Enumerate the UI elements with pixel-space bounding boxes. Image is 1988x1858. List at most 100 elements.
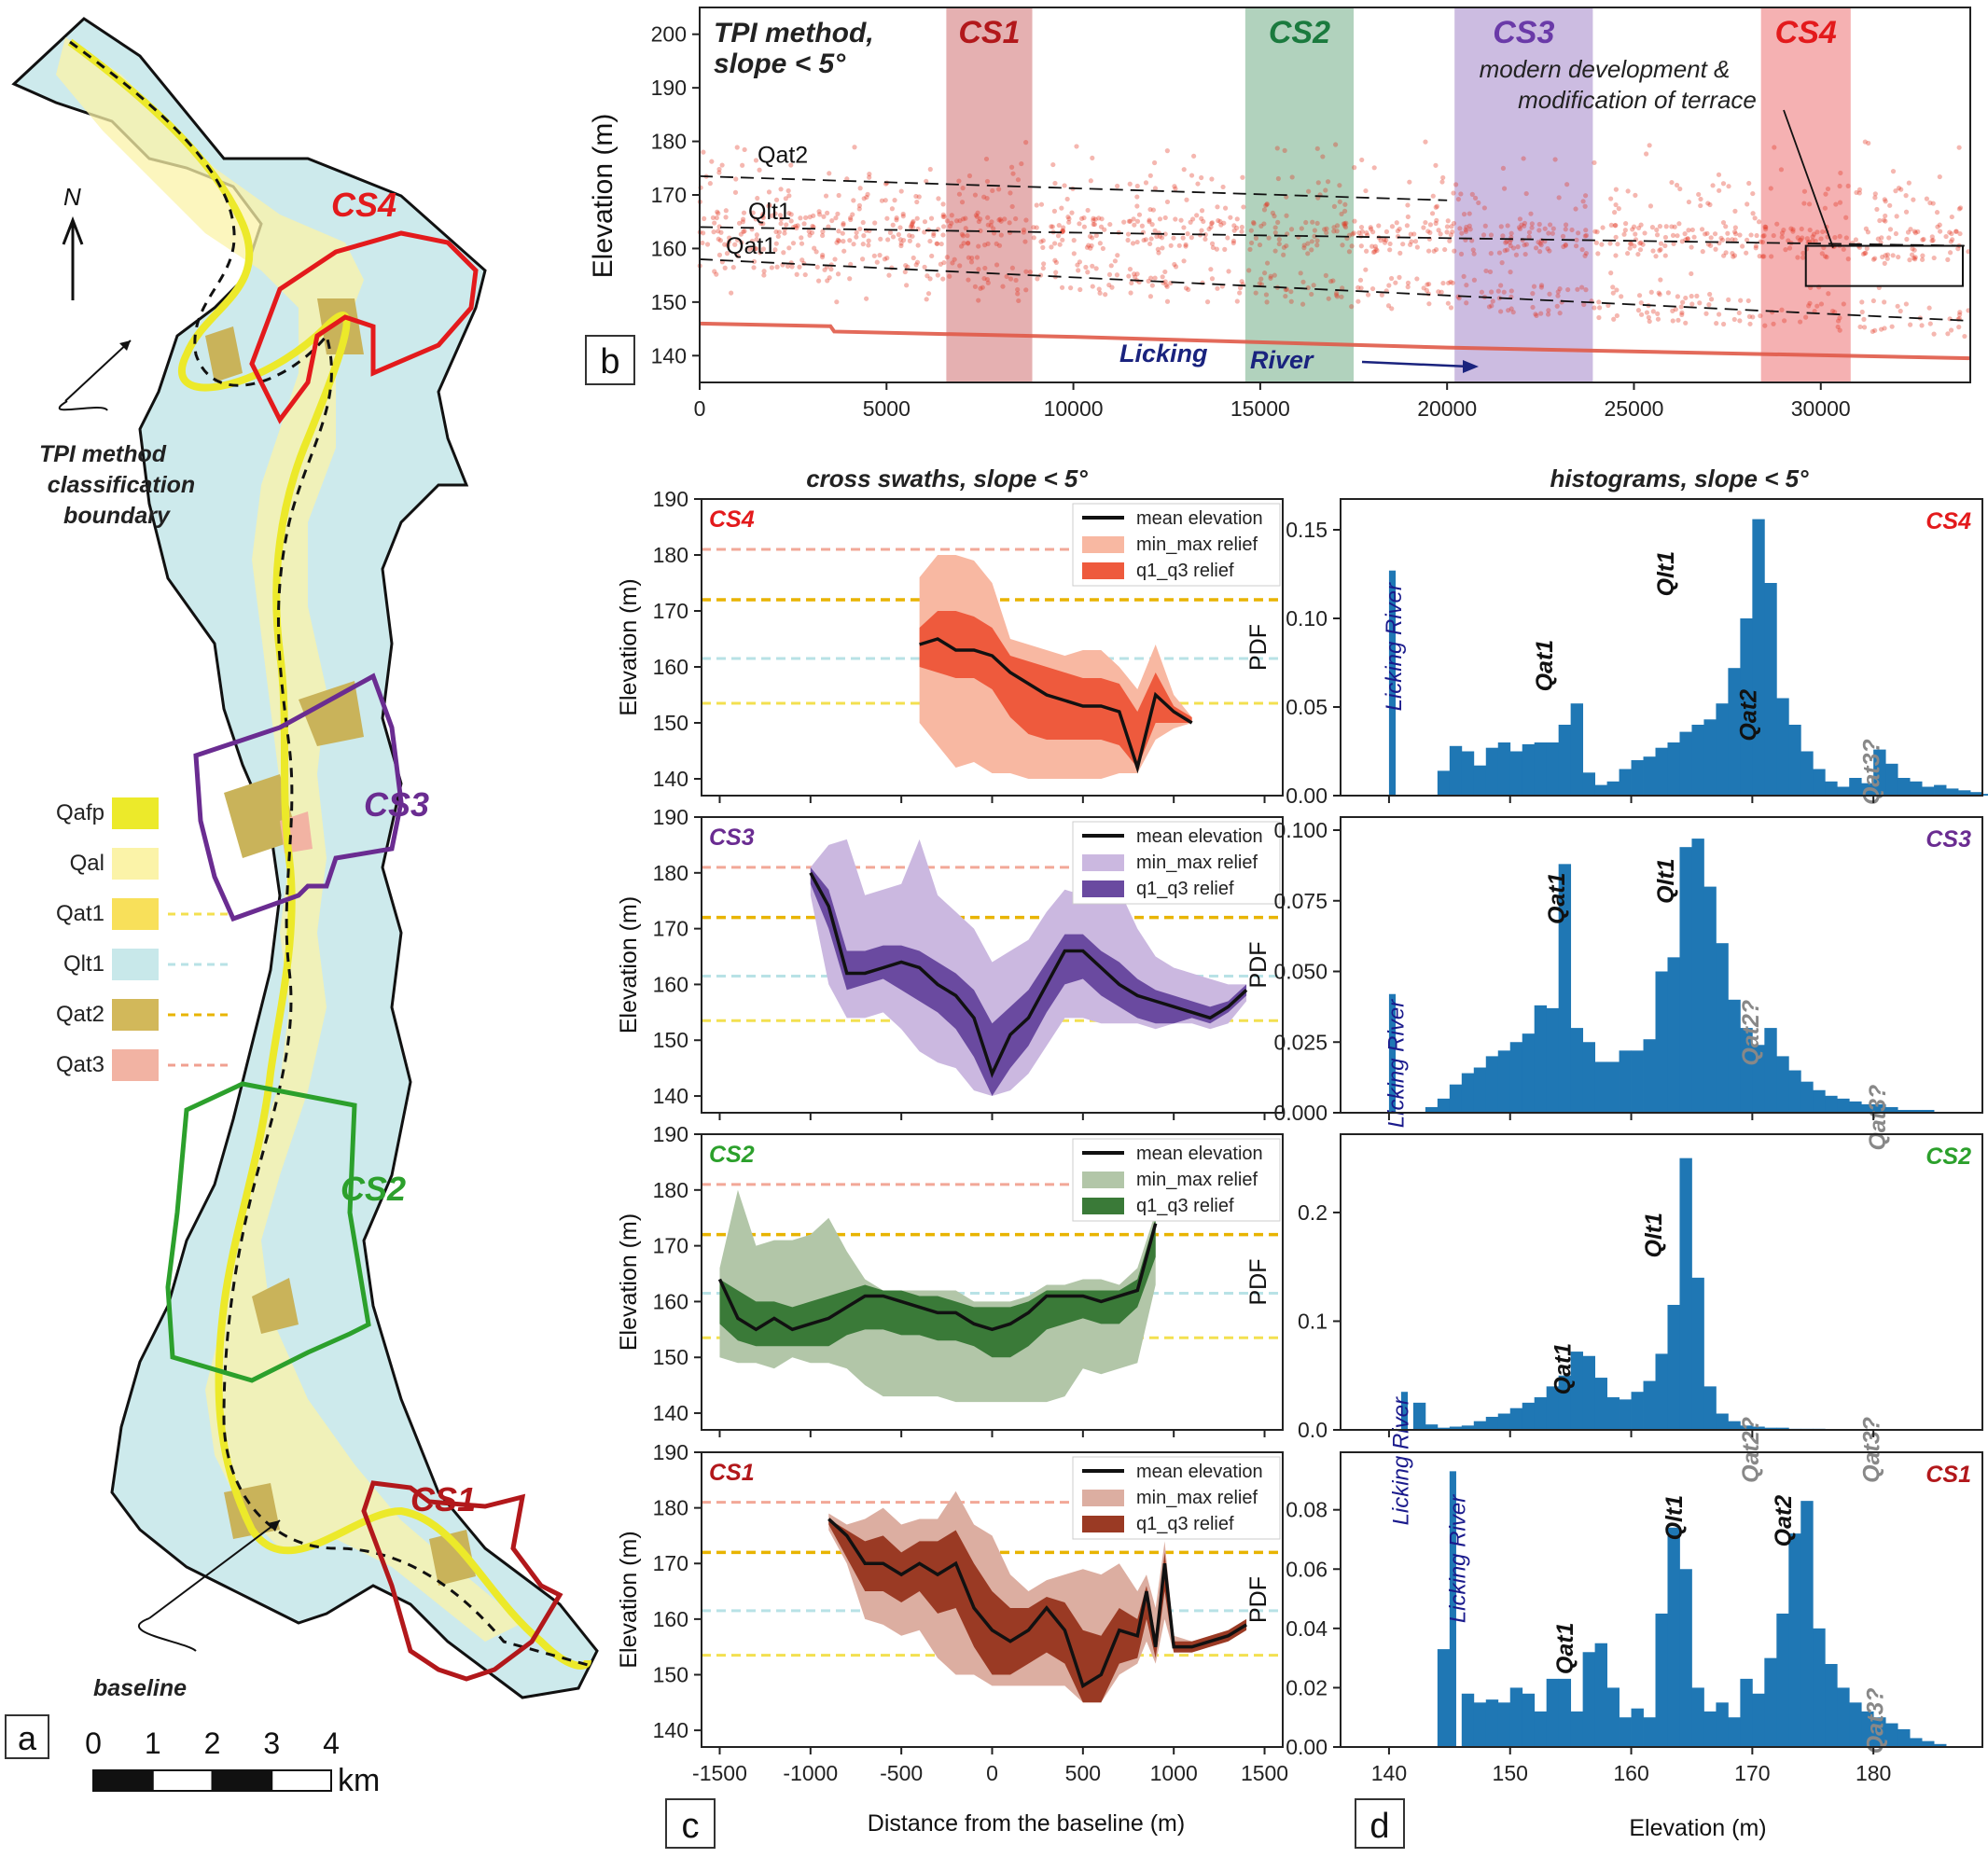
scale-tick-1: 1 — [145, 1726, 161, 1760]
histogram-bar — [1509, 1407, 1523, 1430]
scatter-point — [1464, 300, 1469, 306]
scatter-point — [1330, 278, 1336, 284]
histogram-bar — [1958, 790, 1971, 796]
scatter-point — [1536, 240, 1541, 245]
scatter-point — [1508, 230, 1514, 236]
scatter-point — [1126, 218, 1133, 224]
scatter-point — [1919, 323, 1925, 328]
scatter-point — [802, 271, 808, 278]
scatter-point — [1908, 227, 1913, 232]
scatter-point — [1720, 321, 1727, 327]
scatter-point — [1753, 243, 1759, 249]
scatter-point — [1444, 229, 1450, 235]
histogram-xtick-label: 140 — [1371, 1761, 1407, 1785]
swath-ytick-label: 140 — [653, 1084, 688, 1108]
scatter-point — [1097, 241, 1103, 246]
scatter-point — [1288, 227, 1295, 232]
scatter-point — [794, 225, 799, 231]
profile-xtick-label: 15000 — [1230, 396, 1290, 421]
scatter-point — [1748, 232, 1754, 238]
scatter-point — [1324, 229, 1329, 236]
profile-xtick-label: 20000 — [1417, 396, 1477, 421]
scatter-point — [965, 241, 971, 246]
histogram-bar — [1679, 1158, 1692, 1430]
scatter-point — [1832, 234, 1838, 241]
histogram-bar — [1813, 1628, 1826, 1747]
histogram-bar — [1885, 1723, 1898, 1747]
scatter-point — [700, 240, 705, 246]
scatter-point — [1761, 254, 1767, 259]
scatter-point — [1582, 193, 1589, 199]
scatter-point — [1578, 284, 1585, 290]
scatter-point — [1656, 290, 1661, 296]
histogram-bar — [1619, 1050, 1632, 1113]
scatter-point — [1745, 298, 1751, 304]
scatter-point — [1910, 246, 1915, 252]
histogram-bar — [1728, 1421, 1741, 1430]
histogram-annotation: Qat1 — [1544, 872, 1570, 924]
scatter-point — [715, 209, 720, 215]
scatter-point — [730, 265, 736, 270]
scatter-point — [1076, 268, 1081, 273]
histogram-bar — [1885, 763, 1898, 796]
scatter-point — [1215, 204, 1220, 210]
scatter-point — [947, 223, 952, 229]
scatter-point — [1157, 216, 1163, 222]
histogram-bar — [1582, 1355, 1596, 1430]
scatter-point — [1426, 281, 1432, 287]
scatter-point — [1945, 331, 1951, 337]
scatter-point — [1642, 230, 1647, 236]
scatter-point — [1248, 228, 1254, 233]
scatter-point — [1342, 221, 1348, 227]
scatter-point — [1326, 296, 1331, 301]
scatter-point — [1636, 293, 1643, 298]
swath-ytick-label: 150 — [653, 1028, 688, 1052]
scatter-point — [1674, 182, 1680, 188]
scatter-point — [924, 178, 929, 184]
scatter-point — [907, 232, 912, 239]
qat2-patch — [205, 326, 243, 382]
histogram-ytick-label: 0.025 — [1273, 1030, 1328, 1054]
scatter-point — [1143, 180, 1149, 186]
scatter-point — [1483, 268, 1489, 274]
scatter-point — [1092, 216, 1098, 222]
hist-section-title: histograms, slope < 5° — [1550, 464, 1810, 492]
scatter-point — [1376, 223, 1382, 229]
scatter-point — [766, 189, 772, 195]
scatter-point — [991, 226, 996, 231]
scatter-point — [1613, 201, 1619, 208]
histogram-bar — [1667, 1527, 1680, 1747]
scatter-point — [773, 241, 779, 246]
scatter-point — [913, 262, 919, 268]
histogram-bar — [1546, 1678, 1560, 1747]
scatter-point — [1314, 146, 1320, 151]
profile-xtick-label: 25000 — [1604, 396, 1663, 421]
scatter-point — [1185, 231, 1190, 237]
scatter-point — [1790, 227, 1796, 232]
scatter-point — [1872, 256, 1878, 261]
scatter-point — [1890, 169, 1897, 174]
scatter-point — [1912, 257, 1918, 262]
scatter-point — [834, 299, 840, 305]
scatter-point — [1069, 210, 1075, 215]
scatter-point — [960, 186, 966, 191]
scatter-point — [1671, 241, 1676, 246]
scatter-point — [1732, 237, 1738, 243]
scatter-point — [828, 267, 834, 272]
cs4-map-label: CS4 — [331, 186, 396, 224]
scatter-point — [1217, 218, 1223, 225]
scatter-point — [883, 198, 888, 203]
histogram-ytick-label: 0.00 — [1286, 783, 1328, 808]
scatter-point — [996, 187, 1002, 192]
scatter-point — [841, 222, 846, 228]
histogram-bar — [1570, 1711, 1584, 1747]
swath-ytick-label: 170 — [653, 1234, 688, 1258]
scatter-point — [879, 198, 885, 203]
scatter-point — [726, 239, 731, 244]
scatter-point — [1168, 243, 1174, 248]
scatter-point — [1790, 229, 1796, 234]
scatter-point — [1034, 202, 1039, 208]
scatter-point — [1333, 290, 1340, 296]
scatter-point — [788, 218, 794, 224]
